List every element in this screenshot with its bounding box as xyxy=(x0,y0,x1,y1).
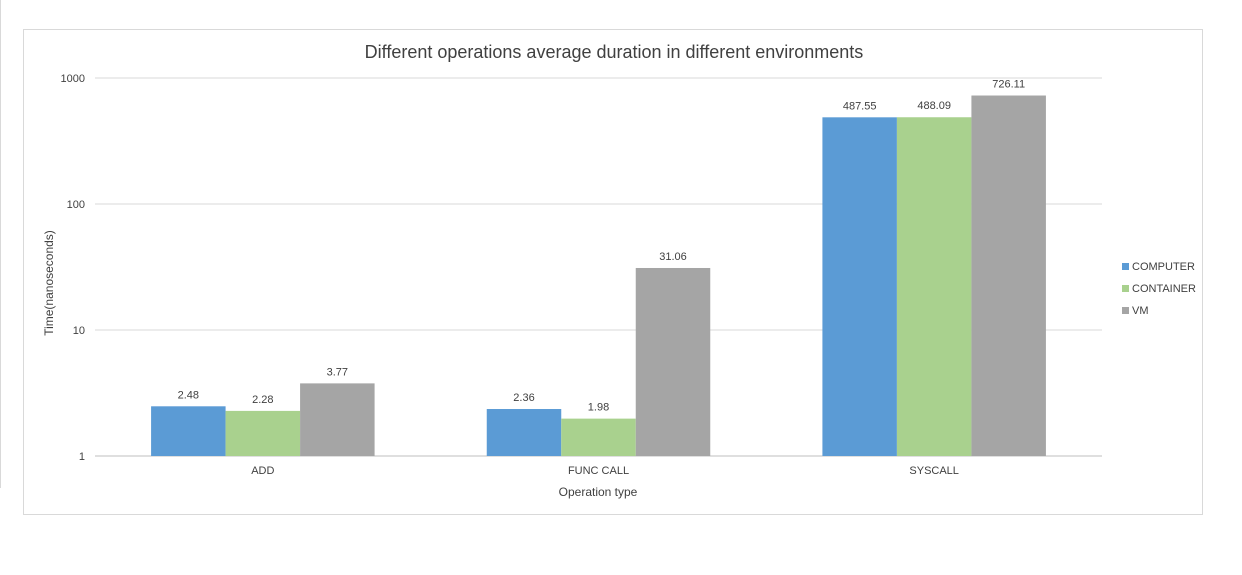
data-label: 1.98 xyxy=(588,402,609,414)
legend-swatch xyxy=(1122,263,1129,270)
chart-title: Different operations average duration in… xyxy=(365,42,864,62)
data-labels: 2.48 2.28 3.77 ADD 2.36 1.98 31.06 FUNC CALL 487… xyxy=(178,79,1025,477)
data-label: 3.77 xyxy=(327,366,348,378)
legend-label: COMPUTER xyxy=(1132,261,1195,273)
legend-swatch xyxy=(1122,285,1129,292)
data-label: 487.55 xyxy=(843,100,877,112)
bar-vm xyxy=(300,383,375,456)
legend: COMPUTER CONTAINER VM xyxy=(1122,261,1196,317)
left-edge-divider xyxy=(0,0,1,488)
x-axis-title: Operation type xyxy=(559,485,638,499)
data-label: 2.48 xyxy=(178,389,199,401)
data-label: 2.36 xyxy=(513,392,534,404)
data-label: 31.06 xyxy=(659,251,687,263)
x-tick-label: SYSCALL xyxy=(909,465,959,477)
bar-container xyxy=(561,418,636,456)
x-tick-label: FUNC CALL xyxy=(568,465,629,477)
bar-chart: Different operations average duration in… xyxy=(42,42,1196,499)
y-axis-title: Time(nanoseconds) xyxy=(42,230,56,336)
y-tick-label: 100 xyxy=(67,199,85,211)
data-label: 488.09 xyxy=(917,100,951,112)
y-tick-label: 10 xyxy=(73,325,85,337)
y-tick-label: 1 xyxy=(79,451,85,463)
data-label: 2.28 xyxy=(252,394,273,406)
legend-label: CONTAINER xyxy=(1132,283,1196,295)
chart-area: Different operations average duration in… xyxy=(23,29,1203,515)
bar-container xyxy=(225,410,301,456)
bar-computer xyxy=(486,409,562,456)
y-tick-label: 1000 xyxy=(61,73,85,85)
bar-computer xyxy=(151,406,226,456)
bar-vm xyxy=(635,267,711,456)
bar-vm xyxy=(971,95,1046,456)
bar-container xyxy=(896,117,972,456)
x-tick-label: ADD xyxy=(251,465,274,477)
legend-label: VM xyxy=(1132,305,1149,317)
data-label: 726.11 xyxy=(992,79,1025,91)
legend-swatch xyxy=(1122,307,1129,314)
bars xyxy=(151,95,1046,457)
bar-computer xyxy=(822,117,897,457)
